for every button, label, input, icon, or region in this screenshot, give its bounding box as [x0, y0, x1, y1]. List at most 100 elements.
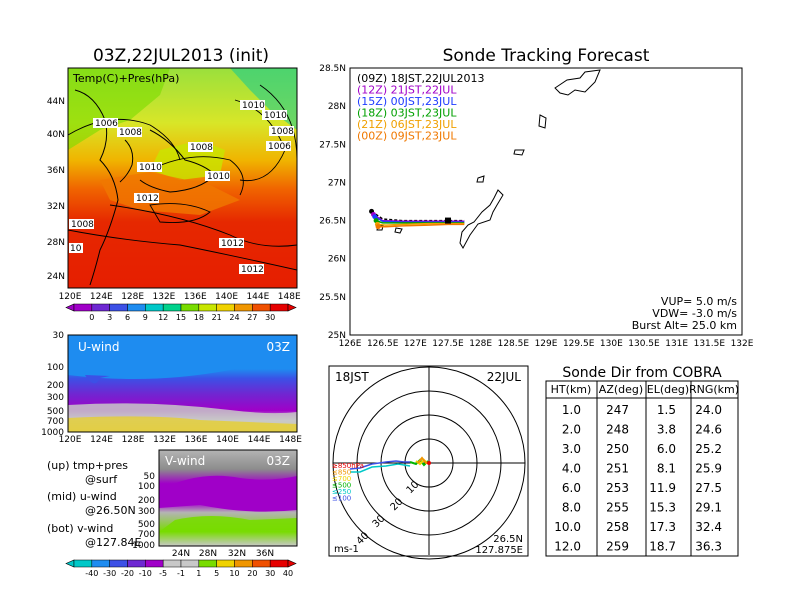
u-wind-x-tick: 128E: [122, 435, 145, 445]
left-map-legend-label: Temp(C)+Pres(hPa): [72, 72, 179, 85]
v-wind-y-tick: 50: [144, 472, 156, 482]
tracking-lon-tick: 127.5E: [432, 339, 464, 349]
colorbar-swatch: [145, 303, 164, 312]
colorbar-arrow-right: [287, 559, 297, 568]
tracking-lat-tick: 26.5N: [319, 217, 346, 227]
u-wind-x-tick: 124E: [90, 435, 113, 445]
u-wind-x-tick: 144E: [248, 435, 271, 445]
lon-tick-label: 144E: [246, 292, 269, 302]
u-wind-x-tick: 120E: [59, 435, 82, 445]
lat-tick-label: 32N: [47, 202, 65, 212]
colorbar-swatch: [269, 303, 289, 312]
tracking-legend-entry: (12Z) 21JST,22JUL: [357, 84, 457, 97]
v-wind-x-tick: 28N: [199, 549, 217, 559]
tracking-lon-tick: 131.5E: [694, 339, 726, 349]
tracking-series: [369, 208, 465, 230]
colorbar-tick-label: 12: [158, 313, 168, 322]
param-vup: VUP= 5.0 m/s: [661, 295, 737, 308]
colorbar-arrow-right: [287, 303, 297, 312]
u-wind-label: U-wind: [78, 340, 119, 354]
table-cell: 32.4: [695, 520, 722, 534]
u-wind-x-tick: 136E: [185, 435, 208, 445]
u-wind-x-tick: 132E: [153, 435, 176, 445]
param-burst: Burst Alt= 25.0 km: [632, 319, 737, 332]
table-cell: 15.3: [649, 501, 676, 515]
u-wind-panel: U-wind 03Z: [67, 334, 298, 433]
table-cell: 25.2: [695, 442, 722, 456]
colorbar-tick-label: 10: [229, 569, 239, 578]
track-line: [377, 222, 465, 226]
colorbar-tick-label: 21: [212, 313, 222, 322]
isobar-label: 1006: [268, 142, 291, 152]
v-wind-x-tick: 36N: [256, 549, 274, 559]
colorbar-tick-label: 40: [283, 569, 293, 578]
track-start-marker: [373, 218, 379, 224]
note-bot-line2: @127.84E: [85, 536, 141, 549]
isobar-label: 1008: [271, 127, 294, 137]
colorbar-swatch: [198, 559, 217, 568]
track-start-marker: [375, 224, 381, 230]
sonde-dir-cells: HT(km) AZ(deg) EL(deg) RNG(km) 1.0 247 1.5 24.0…: [551, 383, 739, 554]
sonde-dir-title: Sonde Dir from COBRA: [562, 365, 722, 381]
colorbar-swatch: [252, 303, 271, 312]
colorbar-swatch: [127, 303, 146, 312]
v-wind-y-tick: 700: [138, 530, 155, 540]
u-wind-y-tick: 200: [47, 381, 64, 391]
colorbar-tick-label: 30: [265, 313, 275, 322]
tracking-legend-entry: (21Z) 06JST,23JUL: [357, 118, 457, 131]
table-cell: 8.0: [562, 501, 581, 515]
tracking-lon-tick: 129E: [535, 339, 558, 349]
table-cell: 250: [606, 442, 629, 456]
table-cell: 248: [606, 423, 629, 437]
sonde-dir-table: [545, 380, 739, 557]
tracking-lat-tick: 28.5N: [319, 64, 346, 74]
note-mid-line2: @26.50N: [85, 504, 136, 517]
table-header-cell: AZ(deg): [599, 383, 643, 396]
tracking-legend-entry: (09Z) 18JST,22JUL2013: [357, 72, 484, 85]
table-cell: 25.9: [695, 462, 722, 476]
wind-colorbar: -40 -30 -20 -10 -5 -1 1 5 10 20 30 40: [65, 559, 297, 578]
tracking-lat-tick: 27N: [328, 178, 346, 188]
colorbar-swatch: [91, 559, 110, 568]
polar-level-entry: ≥850hPa: [332, 462, 364, 470]
u-wind-y-tick: 1000: [41, 428, 64, 438]
table-cell: 3.8: [657, 423, 676, 437]
v-wind-y-tick: 100: [138, 482, 155, 492]
tracking-lat-tick: 25.5N: [319, 293, 346, 303]
table-cell: 10.0: [554, 520, 581, 534]
tracking-lat-tick: 26N: [328, 255, 346, 265]
lat-tick-label: 28N: [47, 238, 65, 248]
colorbar-swatch: [109, 559, 128, 568]
v-wind-y-tick: 1000: [132, 541, 155, 551]
u-wind-x-tick: 148E: [279, 435, 302, 445]
note-up-line1: (up) tmp+pres: [47, 459, 128, 472]
colorbar-tick-label: 15: [176, 313, 186, 322]
polar-unit: ms-1: [334, 544, 359, 555]
temp-colorbar: 0 3 6 9 12 15 18 21 24 27 30: [65, 303, 297, 322]
table-header-cell: RNG(km): [689, 383, 739, 396]
tracking-legend-entry: (15Z) 00JST,23JUL: [357, 95, 457, 108]
v-wind-x-tick: 24N: [172, 549, 190, 559]
isobar-label: 10: [70, 244, 82, 254]
v-wind-time: 03Z: [267, 454, 291, 468]
colorbar-arrow-left: [65, 559, 75, 568]
table-cell: 24.0: [695, 403, 722, 417]
colorbar-arrow-left: [65, 303, 75, 312]
polar-level-legend: ≥850hPa≤850≤700≤500≤250≤100: [332, 462, 364, 503]
u-wind-x-tick: 140E: [216, 435, 239, 445]
track-line: [378, 223, 465, 228]
lon-tick-label: 148E: [278, 292, 301, 302]
colorbar-swatch: [162, 559, 182, 568]
colorbar-tick-label: -5: [159, 569, 167, 578]
tracking-lon-tick: 128E: [469, 339, 492, 349]
table-cell: 6.0: [657, 442, 676, 456]
table-cell: 6.0: [562, 481, 581, 495]
lat-tick-label: 40N: [47, 130, 65, 140]
colorbar-tick-label: -40: [85, 569, 98, 578]
tracking-lon-tick: 131E: [665, 339, 688, 349]
colorbar-tick-label: 27: [247, 313, 257, 322]
v-wind-y-tick: 500: [138, 520, 155, 530]
lon-tick-label: 120E: [59, 292, 82, 302]
polar-level-entry: ≤250: [332, 488, 351, 496]
